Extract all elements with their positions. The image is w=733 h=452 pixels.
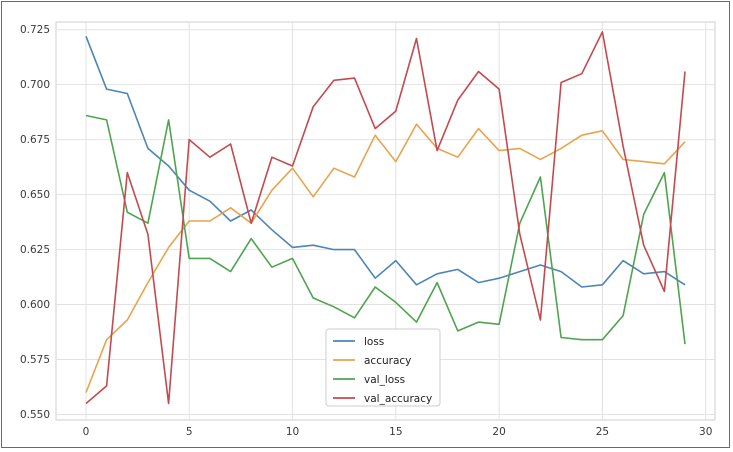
y-tick-label: 0.575 — [20, 354, 50, 366]
y-tick-label: 0.650 — [20, 189, 50, 201]
x-tick-label: 0 — [83, 426, 90, 438]
series-line-accuracy — [85, 123, 686, 393]
y-tick-label: 0.550 — [20, 409, 50, 421]
legend-label: accuracy — [364, 355, 411, 367]
x-tick-label: 25 — [596, 426, 609, 438]
y-tick-label: 0.625 — [20, 244, 50, 256]
y-tick-labels: 0.550 0.575 0.600 0.625 0.650 0.675 0.700 0.725 — [20, 24, 50, 421]
legend-label: loss — [364, 336, 384, 348]
x-tick-label: 30 — [699, 426, 712, 438]
x-tick-label: 5 — [186, 426, 193, 438]
series-lines — [85, 31, 686, 405]
legend: loss accuracy val_loss val_accuracy — [325, 328, 441, 407]
x-tick-label: 20 — [492, 426, 505, 438]
y-tick-label: 0.675 — [20, 134, 50, 146]
series-line-val-loss — [85, 114, 686, 345]
legend-label: val_accuracy — [364, 393, 432, 405]
x-tick-label: 15 — [389, 426, 402, 438]
y-tick-label: 0.725 — [20, 24, 50, 36]
x-tick-labels: 0 5 10 15 20 25 30 — [83, 426, 713, 438]
legend-box — [325, 328, 441, 407]
series-line-val-accuracy — [85, 31, 686, 405]
y-tick-label: 0.600 — [20, 299, 50, 311]
y-tick-label: 0.700 — [20, 79, 50, 91]
x-tick-label: 10 — [286, 426, 299, 438]
legend-label: val_loss — [364, 374, 405, 386]
